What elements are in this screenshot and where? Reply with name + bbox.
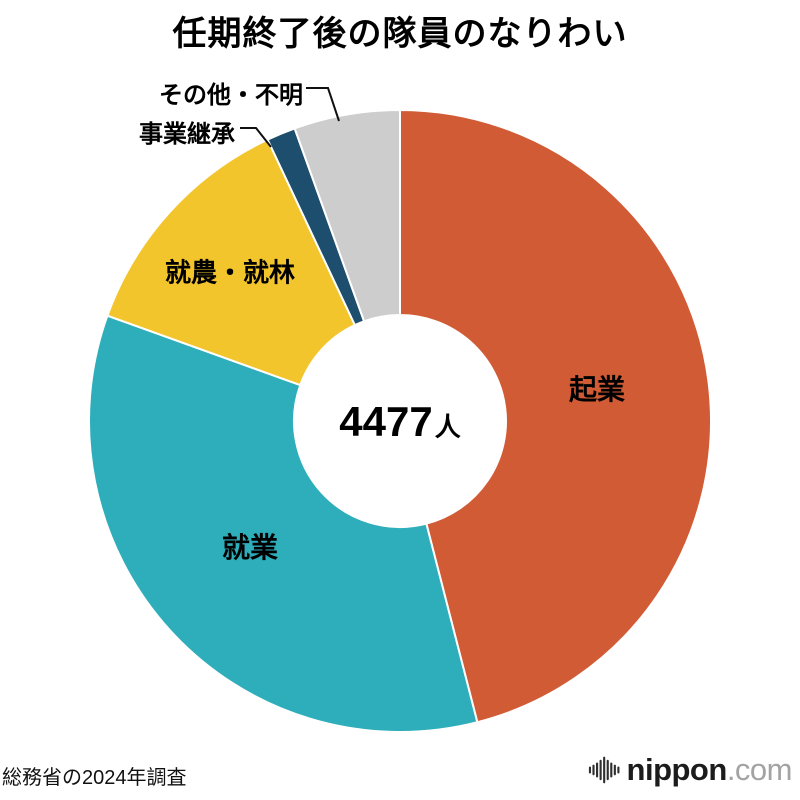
logo-suffix: .com (726, 752, 793, 787)
callout-line-jigyo-keisho (240, 127, 272, 148)
slice-label-shuno-shurin: 就農・就林 (164, 257, 296, 288)
nippon-logo: nippon.com (588, 752, 793, 788)
pie-slice-kigyou (399, 109, 712, 724)
callout-line-sonota-fumei (306, 87, 340, 122)
pie-slice-sonota-fumei (293, 109, 401, 323)
total-unit: 人 (434, 412, 461, 442)
total-value: 4477 (339, 398, 433, 445)
chart-title: 任期終了後の隊員のなりわい (172, 15, 628, 53)
soundwave-bars-icon (588, 756, 619, 784)
callout-lines (240, 87, 340, 148)
total-label: 4477人 (339, 398, 460, 446)
pie-slice-shuno-shurin (106, 138, 356, 387)
pie-slices (88, 109, 712, 733)
slice-label-shugyou: 就業 (221, 532, 279, 563)
callout-label-sonota-fumei: その他・不明 (159, 82, 303, 109)
callout-label-jigyo-keisho: 事業継承 (139, 121, 235, 148)
slice-label-kigyou: 起業 (568, 374, 626, 405)
logo-brand: nippon (626, 752, 728, 787)
logo-brand-text: nippon.com (626, 752, 793, 788)
pie-slice-shugyou (88, 314, 479, 733)
source-note: 総務省の2024年調査 (2, 767, 187, 789)
